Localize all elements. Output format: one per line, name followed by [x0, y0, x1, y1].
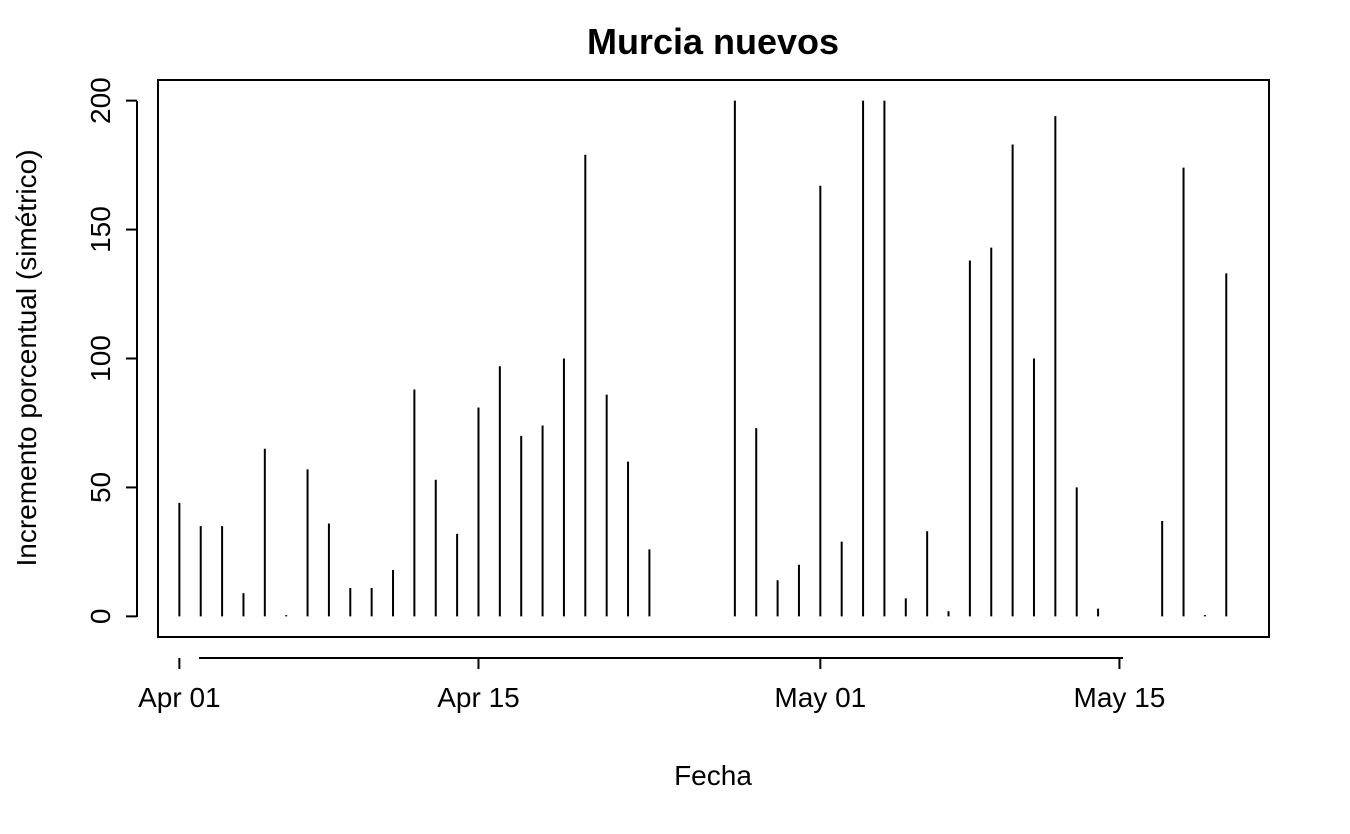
x-tick-label: May 15 — [1074, 682, 1166, 713]
y-tick-label: 0 — [85, 609, 116, 625]
x-axis: Apr 01 Apr 15 May 01 May 15 — [138, 657, 1166, 713]
bars-group — [178, 100, 1228, 617]
x-tick-label: Apr 15 — [437, 682, 520, 713]
x-tick-label: May 01 — [774, 682, 866, 713]
y-axis: 0 50 100 150 200 — [85, 77, 138, 625]
plot-frame — [157, 79, 1270, 638]
y-tick-label: 50 — [85, 472, 116, 503]
x-axis-label: Fecha — [674, 760, 752, 791]
y-tick-label: 100 — [85, 335, 116, 382]
y-axis-label: Incremento porcentual (simétrico) — [11, 149, 42, 566]
x-tick-label: Apr 01 — [138, 682, 221, 713]
chart-title: Murcia nuevos — [587, 21, 839, 62]
y-tick-label: 200 — [85, 77, 116, 124]
y-tick-label: 150 — [85, 206, 116, 253]
